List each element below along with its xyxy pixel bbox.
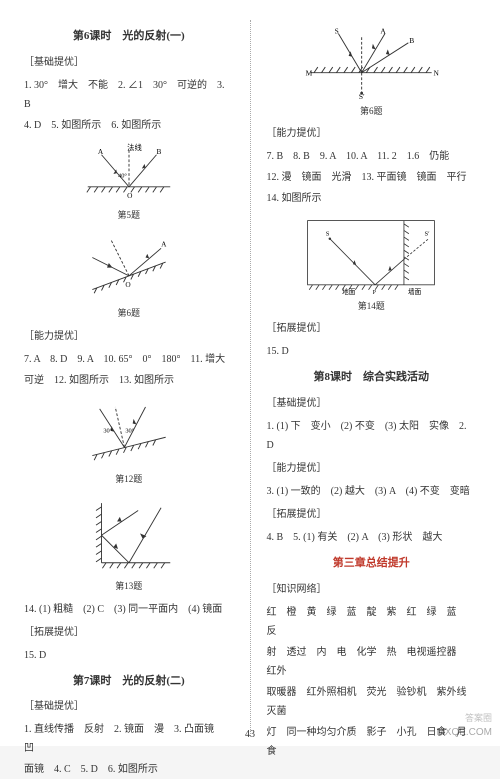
- lesson8-title: 第8课时 综合实践活动: [267, 367, 477, 388]
- svg-text:M: M: [306, 68, 313, 77]
- left-column: 第6课时 光的反射(一) ［基础提优］ 1. 30° 增大 不能 2. ∠1 3…: [24, 20, 234, 736]
- line-14: 14. (1) 粗糙 (2) C (3) 同一平面内 (4) 镜面: [24, 600, 234, 619]
- svg-text:S′: S′: [425, 230, 431, 237]
- ability2-label-r: ［能力提优］: [267, 459, 477, 478]
- svg-text:40°: 40°: [118, 173, 127, 180]
- ability-line: 7. A 8. D 9. A 10. 65° 0° 180° 11. 增大: [24, 350, 234, 369]
- ability-line-r: 14. 如图所示: [267, 189, 477, 208]
- page: 第6课时 光的反射(一) ［基础提优］ 1. 30° 增大 不能 2. ∠1 3…: [0, 0, 500, 746]
- line-15: 15. D: [24, 646, 234, 665]
- svg-text:S: S: [335, 26, 339, 35]
- svg-text:地面: 地面: [342, 287, 356, 296]
- figure-14: S P S′ 地面 墙面: [301, 214, 441, 296]
- basic2-line: 面镜 4. C 5. D 6. 如图所示: [24, 760, 234, 779]
- basic2-label: ［基础提优］: [24, 697, 234, 716]
- watermark-sub: 答案圈: [465, 711, 492, 724]
- figure-5: 法线 A B 40° O: [74, 141, 184, 205]
- expand-label-r: ［拓展提优］: [267, 319, 477, 338]
- svg-text:A: A: [98, 147, 104, 156]
- chapter-title: 第三章总结提升: [267, 553, 477, 574]
- svg-text:O: O: [125, 280, 130, 289]
- ability-label: ［能力提优］: [24, 327, 234, 346]
- expand2-line-r: 4. B 5. (1) 有关 (2) A (3) 形状 越大: [267, 528, 477, 547]
- svg-text:30°: 30°: [125, 427, 134, 434]
- svg-text:P: P: [373, 290, 376, 296]
- ability-line-r: 7. B 8. B 9. A 10. A 11. 2 1.6 仍能: [267, 147, 477, 166]
- svg-text:B: B: [410, 36, 415, 45]
- svg-text:墙面: 墙面: [408, 287, 422, 296]
- basic-line-r: 1. (1) 下 变小 (2) 不变 (3) 太阳 实像 2. D: [267, 417, 477, 455]
- line-15-r: 15. D: [267, 342, 477, 361]
- ability2-line-r: 3. (1) 一致的 (2) 越大 (3) A (4) 不变 变暗: [267, 482, 477, 501]
- knowledge-label: ［知识网络］: [267, 580, 477, 599]
- watermark-main: MXQE.COM: [436, 727, 492, 738]
- svg-text:S: S: [326, 230, 330, 237]
- svg-text:法线: 法线: [127, 143, 142, 152]
- knowledge-line: 取暖器 红外照相机 荧光 验钞机 紫外线灭菌: [267, 683, 477, 721]
- figure-6-left: A O: [74, 230, 184, 303]
- basic-line: 4. D 5. 如图所示 6. 如图所示: [24, 116, 234, 135]
- lesson6-title: 第6课时 光的反射(一): [24, 26, 234, 47]
- basic2-line: 1. 直线传播 反射 2. 镜面 漫 3. 凸面镜 凹: [24, 720, 234, 758]
- expand-label: ［拓展提优］: [24, 623, 234, 642]
- knowledge-line: 射 透过 内 电 化学 热 电视遥控器 红外: [267, 643, 477, 681]
- right-column: M N S A B S′ 第6题 ［能力提优］ 7. B 8. B 9. A 1…: [267, 20, 477, 736]
- figure-13-caption: 第13题: [24, 578, 234, 595]
- figure-6-left-caption: 第6题: [24, 305, 234, 322]
- figure-6-right-caption: 第6题: [267, 103, 477, 120]
- svg-text:N: N: [434, 68, 440, 77]
- figure-5-caption: 第5题: [24, 207, 234, 224]
- svg-text:A: A: [161, 240, 167, 249]
- basic-label: ［基础提优］: [24, 53, 234, 72]
- ability-line-r: 12. 漫 镜面 光滑 13. 平面镜 镜面 平行: [267, 168, 477, 187]
- page-number: 43: [245, 729, 255, 740]
- expand2-label-r: ［拓展提优］: [267, 505, 477, 524]
- column-divider: [250, 20, 251, 736]
- svg-text:30°: 30°: [103, 427, 112, 434]
- figure-12: 30° 30°: [74, 396, 184, 469]
- figure-14-caption: 第14题: [267, 298, 477, 315]
- knowledge-line: 红 橙 黄 绿 蓝 靛 紫 红 绿 蓝 反: [267, 603, 477, 641]
- figure-6-right: M N S A B S′: [301, 26, 441, 101]
- svg-text:O: O: [127, 191, 132, 200]
- svg-text:A: A: [381, 26, 387, 35]
- basic-label-r: ［基础提优］: [267, 394, 477, 413]
- svg-text:B: B: [156, 147, 161, 156]
- figure-13: [74, 494, 184, 577]
- ability-line: 可逆 12. 如图所示 13. 如图所示: [24, 371, 234, 390]
- figure-12-caption: 第12题: [24, 471, 234, 488]
- basic-line: 1. 30° 增大 不能 2. ∠1 30° 可逆的 3. B: [24, 76, 234, 114]
- ability-label-r: ［能力提优］: [267, 124, 477, 143]
- lesson7-title: 第7课时 光的反射(二): [24, 671, 234, 692]
